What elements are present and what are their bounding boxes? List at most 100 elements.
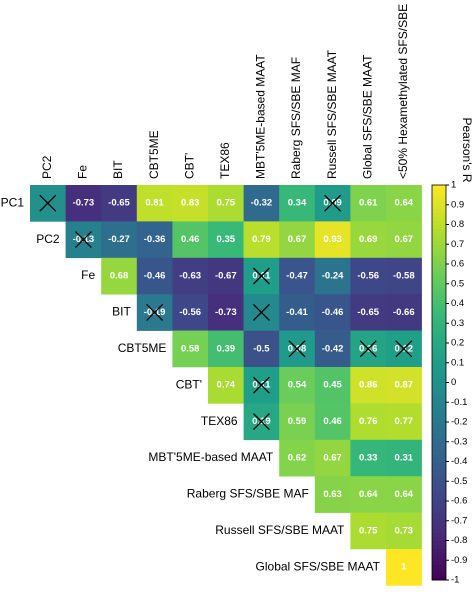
cell-label: 0.67 — [288, 234, 307, 245]
colorbar-segment — [432, 256, 446, 261]
colorbar-segment — [432, 552, 446, 557]
heatmap-cell — [279, 294, 316, 331]
row-label: MBT'5ME-based MAAT — [148, 450, 273, 464]
heatmap-cell — [350, 367, 387, 404]
colorbar-segment — [432, 453, 446, 459]
column-label: Global SFS/SBE MAAT — [360, 54, 374, 179]
colorbar-segment — [432, 358, 446, 364]
cell-label: 0.62 — [288, 453, 307, 464]
heatmap-cell — [136, 221, 173, 259]
colorbar-segment — [432, 540, 446, 545]
cell-label: 0.81 — [145, 198, 164, 209]
cell-label: 0.75 — [217, 198, 236, 209]
row-label: Global SFS/SBE MAAT — [256, 559, 381, 573]
colorbar-segment — [432, 339, 446, 344]
colorbar-tick-label: 0.8 — [451, 219, 464, 230]
column-label: PC2 — [40, 155, 54, 179]
colorbar-segment — [432, 501, 446, 506]
cell-label: -0.73 — [215, 307, 237, 318]
heatmap-cell — [386, 439, 422, 477]
colorbar-segment — [432, 390, 446, 395]
colorbar-segment — [432, 473, 446, 478]
colorbar-segment — [432, 327, 446, 332]
cell-label: 0.64 — [395, 198, 414, 209]
colorbar-segment — [432, 319, 446, 324]
row-label: Fe — [81, 268, 95, 282]
cell-label: 0.35 — [217, 234, 236, 245]
colorbar-segment — [432, 248, 446, 253]
colorbar-tick-label: -0.8 — [451, 535, 467, 546]
heatmap-cell — [172, 257, 209, 295]
heatmap-cell — [314, 294, 351, 331]
colorbar-segment — [432, 418, 446, 423]
cell-label: -0.56 — [179, 307, 201, 318]
colorbar-segment — [432, 394, 446, 399]
colorbar-segment — [432, 335, 446, 340]
colorbar-segment — [432, 346, 446, 352]
heatmap-cell — [386, 549, 422, 586]
colorbar-tick-label: 1 — [451, 180, 456, 191]
row-label: Russell SFS/SBE MAAT — [215, 523, 345, 537]
colorbar-segment — [432, 382, 446, 387]
colorbar-segment — [432, 402, 446, 407]
colorbar-tick-label: -0.1 — [451, 397, 467, 408]
cell-label: 0.77 — [395, 416, 414, 427]
cross-mark — [252, 413, 270, 431]
cell-label: -0.46 — [144, 271, 166, 282]
heatmap-cell — [279, 367, 316, 404]
colorbar-tick-label: -0.7 — [451, 515, 467, 526]
colorbar-segment — [432, 232, 446, 237]
colorbar-segment — [432, 220, 446, 225]
cell-label: 0.46 — [181, 234, 200, 245]
heatmap-cell — [172, 221, 209, 259]
heatmap-cell — [208, 294, 244, 331]
colorbar-segment — [432, 433, 446, 439]
cross-mark — [252, 267, 270, 285]
heatmap-cell — [208, 185, 244, 222]
heatmap-cell — [350, 476, 387, 513]
cell-label: 0.39 — [217, 343, 236, 354]
colorbar-segment — [432, 315, 446, 320]
colorbar-segment — [432, 556, 446, 561]
heatmap-cell — [386, 257, 422, 295]
colorbar-segment — [432, 378, 446, 383]
colorbar-segment — [432, 516, 446, 522]
heatmap-cell — [350, 403, 387, 441]
heatmap-cell — [208, 367, 244, 404]
colorbar-segment — [432, 200, 446, 206]
colorbar-tick-label: 0 — [451, 377, 456, 388]
colorbar-segment — [432, 267, 446, 273]
cell-label: -0.32 — [251, 198, 273, 209]
colorbar-segment — [432, 185, 446, 190]
colorbar-segment — [432, 572, 446, 577]
heatmap-cell — [386, 403, 422, 441]
cell-label: -0.24 — [322, 271, 344, 282]
colorbar-segment — [432, 512, 446, 518]
cell-label: -0.65 — [108, 198, 130, 209]
cell-label: 0.75 — [359, 525, 378, 536]
heatmap-cell — [279, 403, 316, 441]
heatmap-cell — [172, 185, 209, 222]
colorbar-segment — [432, 271, 446, 277]
cell-label: -0.27 — [108, 234, 130, 245]
cell-label: 0.73 — [395, 525, 414, 536]
cell-label: 0.83 — [181, 198, 200, 209]
colorbar-segment — [432, 362, 446, 368]
heatmap-cell — [279, 185, 316, 222]
cell-label: -0.67 — [215, 271, 237, 282]
column-label: CBT5ME — [147, 130, 161, 179]
cross-mark — [146, 303, 164, 321]
colorbar-segment — [432, 374, 446, 380]
row-label: PC2 — [36, 232, 60, 246]
cell-label: 0.69 — [359, 234, 378, 245]
colorbar-segment — [432, 188, 446, 194]
heatmap-cell — [350, 221, 387, 259]
colorbar-segment — [432, 279, 446, 285]
colorbar-segment — [432, 350, 446, 356]
cell-label: -0.65 — [357, 307, 379, 318]
heatmap-cell — [208, 330, 244, 368]
colorbar-segment — [432, 532, 446, 538]
colorbar-segment — [432, 275, 446, 281]
heatmap-cell — [101, 185, 138, 222]
heatmap-cell — [172, 294, 209, 331]
